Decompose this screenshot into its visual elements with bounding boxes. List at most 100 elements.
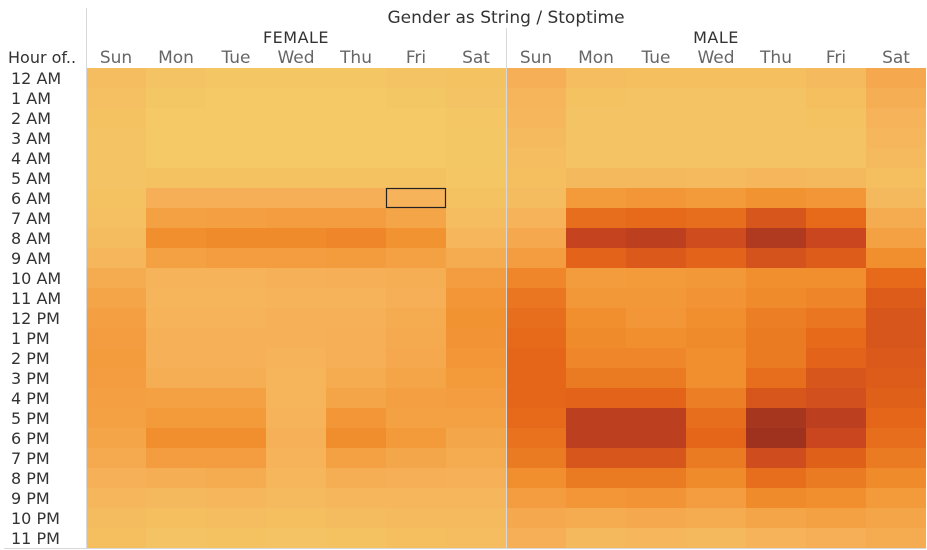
heatmap-cell[interactable] [446, 88, 506, 108]
heatmap-cell[interactable] [746, 388, 806, 408]
heatmap-cell[interactable] [206, 388, 266, 408]
heatmap-cell[interactable] [686, 148, 746, 168]
hour-label[interactable]: 11 AM [11, 289, 62, 308]
heatmap-cell[interactable] [386, 108, 446, 128]
heatmap-cell[interactable] [566, 308, 626, 328]
heatmap-cell[interactable] [626, 328, 686, 348]
heatmap-cell[interactable] [386, 248, 446, 268]
hour-label[interactable]: 7 PM [11, 449, 50, 468]
heatmap-cell[interactable] [566, 408, 626, 428]
heatmap-cell[interactable] [566, 348, 626, 368]
heatmap-cell[interactable] [566, 68, 626, 88]
heatmap-cell[interactable] [146, 308, 206, 328]
heatmap-cell[interactable] [746, 288, 806, 308]
heatmap-cell[interactable] [806, 528, 866, 548]
heatmap-cell[interactable] [206, 408, 266, 428]
heatmap-cell[interactable] [206, 348, 266, 368]
heatmap-cell[interactable] [206, 368, 266, 388]
heatmap-cell[interactable] [326, 248, 386, 268]
heatmap-cell[interactable] [866, 368, 926, 388]
heatmap-cell[interactable] [626, 468, 686, 488]
heatmap-cell[interactable] [86, 208, 146, 228]
heatmap-cell[interactable] [266, 448, 326, 468]
day-label-female-sat[interactable]: Sat [462, 48, 490, 68]
heatmap-cell[interactable] [806, 368, 866, 388]
heatmap-cell[interactable] [686, 508, 746, 528]
heatmap-cell[interactable] [626, 148, 686, 168]
heatmap-cell[interactable] [386, 468, 446, 488]
heatmap-cell[interactable] [806, 348, 866, 368]
heatmap-cell[interactable] [626, 108, 686, 128]
heatmap-cell[interactable] [386, 88, 446, 108]
day-label-male-fri[interactable]: Fri [825, 48, 847, 68]
heatmap-cell[interactable] [266, 408, 326, 428]
heatmap-cell[interactable] [626, 508, 686, 528]
heatmap-cell[interactable] [866, 148, 926, 168]
heatmap-cell[interactable] [86, 508, 146, 528]
heatmap-cell[interactable] [566, 508, 626, 528]
heatmap-cell[interactable] [146, 188, 206, 208]
heatmap-cell[interactable] [866, 348, 926, 368]
hour-label[interactable]: 6 PM [11, 429, 50, 448]
heatmap-cell[interactable] [326, 268, 386, 288]
heatmap-cell[interactable] [386, 288, 446, 308]
heatmap-cell[interactable] [626, 68, 686, 88]
heatmap-cell[interactable] [506, 68, 566, 88]
heatmap-cell[interactable] [146, 468, 206, 488]
heatmap-cell[interactable] [86, 328, 146, 348]
heatmap-cell[interactable] [506, 448, 566, 468]
hour-label[interactable]: 5 PM [11, 409, 50, 428]
heatmap-cell[interactable] [206, 468, 266, 488]
heatmap-cell[interactable] [386, 168, 446, 188]
hour-label[interactable]: 8 PM [11, 469, 50, 488]
heatmap-cell[interactable] [686, 288, 746, 308]
heatmap-cell[interactable] [266, 228, 326, 248]
heatmap-cell[interactable] [146, 148, 206, 168]
heatmap-cell[interactable] [146, 128, 206, 148]
hour-label[interactable]: 5 AM [11, 169, 52, 188]
heatmap-cell[interactable] [206, 148, 266, 168]
heatmap-cell[interactable] [806, 88, 866, 108]
hour-label[interactable]: 1 PM [11, 329, 50, 348]
hour-label[interactable]: 7 AM [11, 209, 52, 228]
heatmap-cell[interactable] [746, 268, 806, 288]
heatmap-cell[interactable] [446, 268, 506, 288]
heatmap-cell[interactable] [506, 288, 566, 308]
heatmap-cell[interactable] [626, 488, 686, 508]
heatmap-cell[interactable] [446, 328, 506, 348]
heatmap-cell[interactable] [566, 528, 626, 548]
heatmap-cell[interactable] [626, 388, 686, 408]
heatmap-cell[interactable] [86, 128, 146, 148]
heatmap-cell[interactable] [566, 368, 626, 388]
heatmap-cell[interactable] [266, 328, 326, 348]
heatmap-cell[interactable] [686, 488, 746, 508]
heatmap-cell[interactable] [806, 488, 866, 508]
heatmap-cell[interactable] [566, 208, 626, 228]
heatmap-cell[interactable] [686, 308, 746, 328]
heatmap-cell[interactable] [326, 348, 386, 368]
heatmap-cell[interactable] [866, 248, 926, 268]
heatmap-cell[interactable] [86, 468, 146, 488]
heatmap-cell[interactable] [386, 148, 446, 168]
heatmap-cell[interactable] [506, 188, 566, 208]
heatmap-cell[interactable] [446, 248, 506, 268]
heatmap-cell[interactable] [686, 168, 746, 188]
heatmap-cell[interactable] [506, 368, 566, 388]
heatmap-cell[interactable] [326, 108, 386, 128]
heatmap-cell[interactable] [146, 248, 206, 268]
heatmap-cell[interactable] [326, 88, 386, 108]
heatmap-cell[interactable] [806, 308, 866, 328]
heatmap-cell[interactable] [146, 68, 206, 88]
heatmap-cell[interactable] [566, 188, 626, 208]
hour-label[interactable]: 8 AM [11, 229, 52, 248]
heatmap-cell[interactable] [746, 428, 806, 448]
heatmap-cell[interactable] [266, 268, 326, 288]
day-label-female-sun[interactable]: Sun [99, 48, 133, 68]
heatmap-cell[interactable] [686, 368, 746, 388]
day-label-male-mon[interactable]: Mon [578, 48, 614, 68]
heatmap-cell[interactable] [626, 208, 686, 228]
heatmap-cell[interactable] [326, 68, 386, 88]
heatmap-cell[interactable] [386, 428, 446, 448]
heatmap-cell[interactable] [86, 88, 146, 108]
heatmap-cell[interactable] [806, 328, 866, 348]
